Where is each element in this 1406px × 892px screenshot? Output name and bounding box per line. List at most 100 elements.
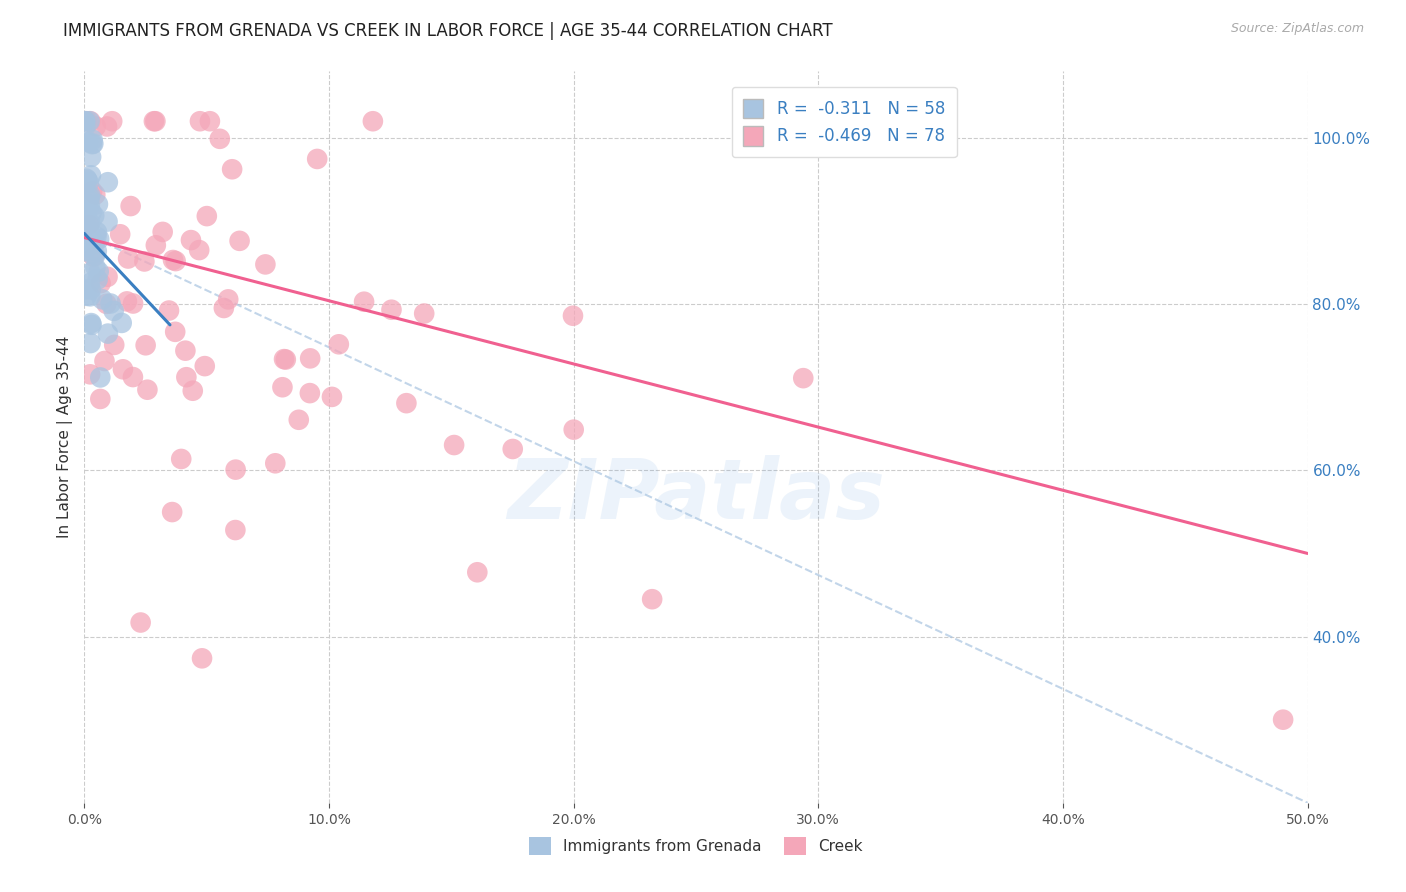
Point — [271, 380, 294, 394]
Point — [157, 303, 180, 318]
Point — [792, 371, 814, 385]
Point — [180, 233, 202, 247]
Point — [86, 272, 108, 286]
Point — [443, 438, 465, 452]
Point — [307, 152, 329, 166]
Text: IMMIGRANTS FROM GRENADA VS CREEK IN LABOR FORCE | AGE 35-44 CORRELATION CHART: IMMIGRANTS FROM GRENADA VS CREEK IN LABO… — [63, 22, 832, 40]
Legend: Immigrants from Grenada, Creek: Immigrants from Grenada, Creek — [523, 831, 869, 861]
Point — [122, 370, 145, 384]
Point — [274, 352, 297, 367]
Point — [80, 316, 103, 330]
Point — [84, 120, 107, 134]
Point — [115, 294, 138, 309]
Point — [86, 244, 108, 258]
Point — [208, 132, 231, 146]
Point — [641, 592, 664, 607]
Point — [79, 188, 101, 202]
Point — [77, 231, 100, 245]
Point — [188, 114, 211, 128]
Point — [176, 370, 198, 384]
Point — [152, 225, 174, 239]
Point — [87, 264, 110, 278]
Point — [79, 276, 101, 290]
Point — [117, 252, 139, 266]
Point — [562, 309, 585, 323]
Point — [134, 254, 156, 268]
Point — [273, 352, 295, 367]
Point — [194, 359, 217, 373]
Point — [96, 214, 118, 228]
Point — [135, 338, 157, 352]
Point — [89, 232, 111, 246]
Point — [80, 318, 103, 332]
Point — [217, 293, 239, 307]
Point — [129, 615, 152, 630]
Point — [298, 386, 321, 401]
Point — [89, 370, 111, 384]
Point — [83, 250, 105, 264]
Point — [80, 169, 103, 183]
Point — [77, 226, 100, 240]
Point — [174, 343, 197, 358]
Point — [225, 462, 247, 476]
Point — [79, 336, 101, 351]
Point — [93, 354, 115, 368]
Point — [395, 396, 418, 410]
Point — [96, 120, 118, 134]
Point — [79, 368, 101, 382]
Point — [145, 238, 167, 252]
Point — [97, 326, 120, 341]
Point — [82, 137, 104, 152]
Point — [76, 171, 98, 186]
Point — [91, 293, 114, 307]
Point — [380, 302, 402, 317]
Point — [80, 247, 103, 261]
Point — [299, 351, 322, 366]
Text: Source: ZipAtlas.com: Source: ZipAtlas.com — [1230, 22, 1364, 36]
Point — [228, 234, 250, 248]
Point — [77, 176, 100, 190]
Point — [79, 289, 101, 303]
Point — [80, 205, 103, 219]
Point — [83, 236, 105, 251]
Point — [76, 289, 98, 303]
Point — [75, 120, 97, 134]
Point — [89, 392, 111, 406]
Point — [83, 209, 105, 223]
Point — [142, 114, 165, 128]
Point — [77, 224, 100, 238]
Point — [82, 184, 104, 198]
Point — [86, 229, 108, 244]
Point — [353, 294, 375, 309]
Point — [165, 325, 187, 339]
Text: ZIPatlas: ZIPatlas — [508, 455, 884, 536]
Point — [181, 384, 204, 398]
Point — [465, 566, 488, 580]
Point — [86, 225, 108, 239]
Point — [165, 254, 187, 268]
Point — [79, 114, 101, 128]
Point — [502, 442, 524, 456]
Point — [76, 221, 98, 235]
Point — [413, 306, 436, 320]
Point — [82, 133, 104, 147]
Point — [136, 383, 159, 397]
Point — [79, 198, 101, 212]
Point — [76, 173, 98, 187]
Point — [82, 136, 104, 151]
Point — [96, 297, 118, 311]
Point — [221, 162, 243, 177]
Point — [111, 316, 134, 330]
Point — [79, 216, 101, 230]
Y-axis label: In Labor Force | Age 35-44: In Labor Force | Age 35-44 — [58, 336, 73, 538]
Point — [79, 114, 101, 128]
Point — [562, 423, 585, 437]
Point — [254, 257, 277, 271]
Point — [80, 150, 103, 164]
Point — [75, 178, 97, 192]
Point — [212, 301, 235, 315]
Point — [1272, 713, 1295, 727]
Point — [160, 505, 183, 519]
Point — [73, 244, 96, 258]
Point — [108, 227, 131, 242]
